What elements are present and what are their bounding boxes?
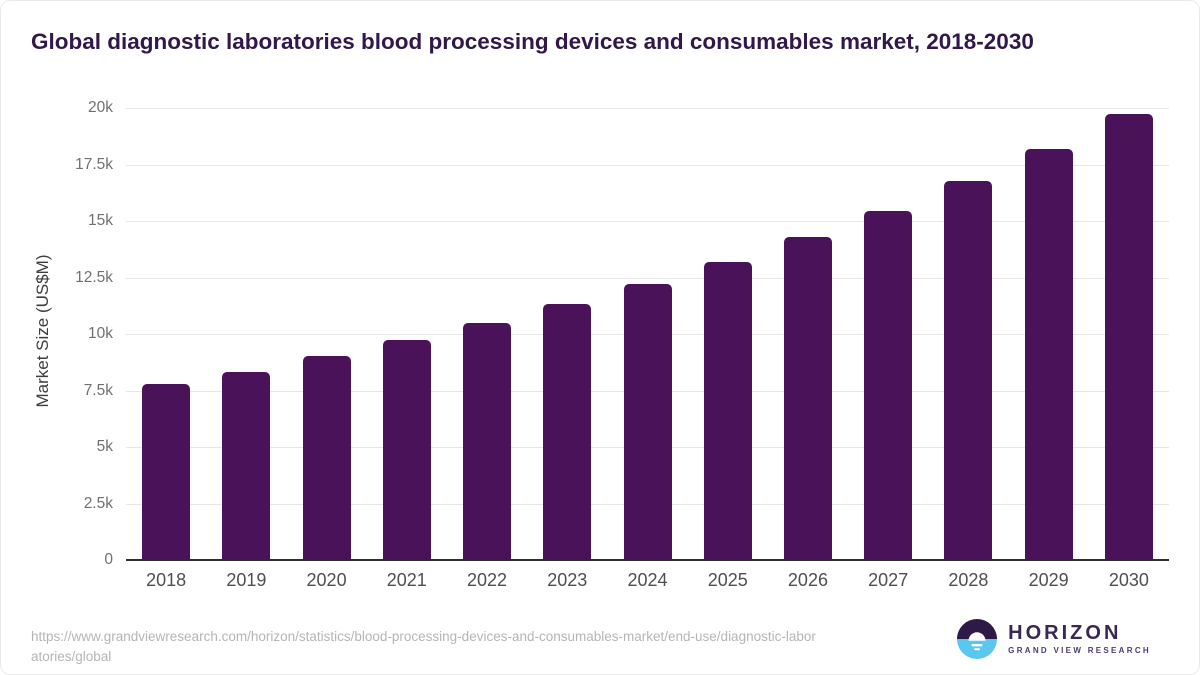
x-tick-label-2021: 2021 (386, 570, 427, 590)
y-tick-label-2.5k: 2.5k (83, 494, 113, 512)
x-tick-label-2029: 2029 (1028, 570, 1069, 590)
bar-2027[interactable] (864, 211, 913, 560)
logo-text-block: HORIZON GRAND VIEW RESEARCH (1008, 623, 1151, 655)
x-tick-label-2023: 2023 (547, 570, 588, 590)
y-tick-label-20k: 20k (88, 99, 113, 116)
gridline-17.5k (126, 164, 1169, 166)
horizon-logo: HORIZON GRAND VIEW RESEARCH (957, 618, 1151, 660)
bar-2020[interactable] (302, 356, 351, 560)
gridline-12.5k (126, 277, 1169, 279)
x-tick-label-2028: 2028 (948, 570, 989, 590)
source-url-line1: https://www.grandviewresearch.com/horizo… (31, 629, 816, 644)
x-tick-label-2025: 2025 (707, 570, 748, 590)
x-tick-label-2027: 2027 (868, 570, 909, 590)
x-tick-label-2018: 2018 (146, 570, 187, 590)
logo-brand-name: HORIZON (1008, 622, 1122, 644)
bar-2023[interactable] (543, 304, 592, 560)
x-tick-label-2019: 2019 (226, 570, 267, 590)
bar-2028[interactable] (944, 180, 993, 560)
y-tick-label-12.5k: 12.5k (75, 268, 113, 286)
logo-subtitle: GRAND VIEW RESEARCH (1008, 646, 1151, 655)
y-tick-label-7.5k: 7.5k (83, 381, 113, 399)
chart-title: Global diagnostic laboratories blood pro… (31, 29, 1034, 54)
y-tick-label-15k: 15k (88, 212, 113, 229)
bar-2030[interactable] (1104, 114, 1153, 560)
x-tick-label-2026: 2026 (787, 570, 828, 590)
x-tick-label-2030: 2030 (1108, 570, 1149, 590)
horizon-sunset-circle-icon (957, 619, 998, 659)
bar-2021[interactable] (382, 340, 431, 560)
bar-2029[interactable] (1024, 149, 1073, 560)
x-tick-label-2024: 2024 (627, 570, 668, 590)
y-tick-label-17.5k: 17.5k (75, 155, 113, 173)
y-tick-label-5k: 5k (96, 438, 113, 455)
bar-2025[interactable] (703, 261, 752, 560)
bar-2022[interactable] (463, 322, 512, 560)
source-url: https://www.grandviewresearch.com/horizo… (31, 627, 951, 667)
gridline-15k (126, 221, 1169, 222)
y-tick-label-10k: 10k (88, 325, 113, 342)
x-tick-label-2020: 2020 (306, 570, 347, 590)
gridline-20k (126, 108, 1169, 109)
x-tick-label-2022: 2022 (467, 570, 508, 590)
x-axis-line (126, 559, 1169, 561)
bar-2024[interactable] (623, 283, 672, 560)
bar-2018[interactable] (142, 384, 191, 560)
bar-2026[interactable] (783, 237, 832, 560)
y-tick-label-0: 0 (104, 551, 113, 568)
source-url-line2: atories/global (31, 649, 112, 664)
bar-2019[interactable] (222, 371, 271, 560)
